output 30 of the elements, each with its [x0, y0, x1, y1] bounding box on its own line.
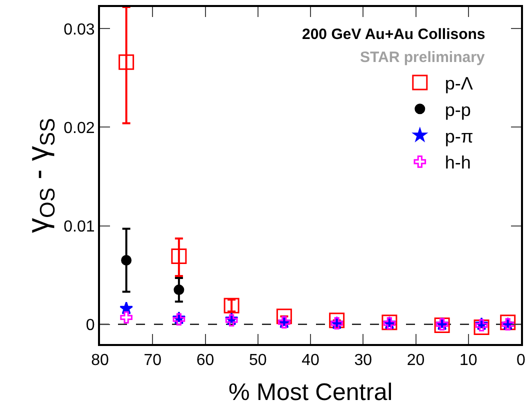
- point: [171, 248, 187, 264]
- x-tick-label: 40: [302, 352, 320, 370]
- y-tick-label: 0.03: [64, 21, 95, 38]
- legend-label: p-π: [444, 126, 474, 146]
- x-tick-label: 20: [406, 352, 425, 370]
- annotation: STAR preliminary: [360, 49, 486, 66]
- point: [276, 308, 292, 324]
- x-tick-label: 0: [516, 352, 526, 370]
- point: [121, 254, 132, 266]
- point: [224, 298, 240, 314]
- point: [474, 320, 490, 335]
- y-tick-label: 0: [86, 316, 95, 334]
- x-tick-label: 80: [91, 352, 109, 370]
- y-tick-label: 0.01: [64, 218, 95, 236]
- legend-label: p-p: [444, 100, 471, 120]
- x-axis-title: % Most Central: [228, 379, 393, 406]
- point: [434, 318, 450, 334]
- point: [329, 312, 345, 328]
- point: [120, 311, 132, 324]
- y-tick-label: 0.02: [64, 120, 95, 137]
- x-tick-label: 50: [248, 352, 267, 370]
- annotation: 200 GeV Au+Au Collisons: [302, 26, 486, 43]
- x-tick-label: 30: [354, 352, 372, 370]
- point: [118, 54, 134, 70]
- legend-label: h-h: [444, 152, 471, 173]
- x-tick-label: 70: [144, 352, 162, 370]
- legend-label: p-Λ: [444, 74, 473, 94]
- point: [174, 284, 184, 296]
- x-tick-label: 60: [196, 352, 214, 370]
- x-tick-label: 10: [459, 352, 478, 370]
